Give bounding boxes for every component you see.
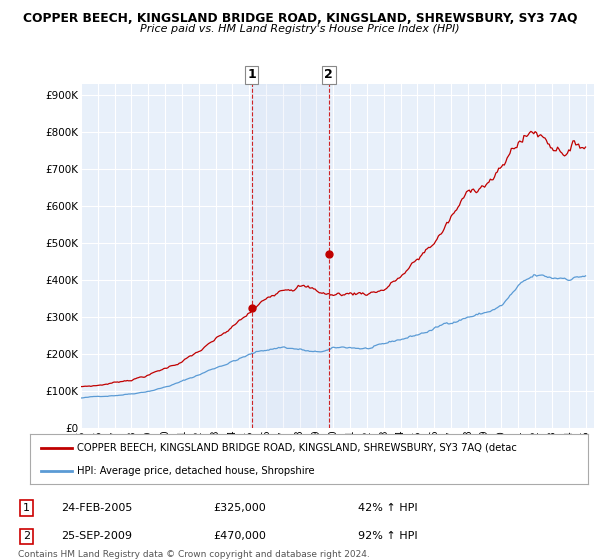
Text: £470,000: £470,000: [214, 531, 266, 542]
Text: 42% ↑ HPI: 42% ↑ HPI: [358, 503, 417, 513]
Text: 1: 1: [23, 503, 30, 513]
Text: 1: 1: [247, 68, 256, 81]
Text: 25-SEP-2009: 25-SEP-2009: [61, 531, 132, 542]
Text: 2: 2: [325, 68, 333, 81]
Text: 24-FEB-2005: 24-FEB-2005: [61, 503, 133, 513]
Text: 2: 2: [23, 531, 30, 542]
Text: HPI: Average price, detached house, Shropshire: HPI: Average price, detached house, Shro…: [77, 466, 315, 476]
Text: COPPER BEECH, KINGSLAND BRIDGE ROAD, KINGSLAND, SHREWSBURY, SY3 7AQ: COPPER BEECH, KINGSLAND BRIDGE ROAD, KIN…: [23, 12, 577, 25]
Bar: [251, 84, 329, 428]
Text: COPPER BEECH, KINGSLAND BRIDGE ROAD, KINGSLAND, SHREWSBURY, SY3 7AQ (detac: COPPER BEECH, KINGSLAND BRIDGE ROAD, KIN…: [77, 442, 517, 452]
Text: Contains HM Land Registry data © Crown copyright and database right 2024.: Contains HM Land Registry data © Crown c…: [18, 550, 370, 559]
Text: 92% ↑ HPI: 92% ↑ HPI: [358, 531, 417, 542]
Text: £325,000: £325,000: [214, 503, 266, 513]
Text: Price paid vs. HM Land Registry's House Price Index (HPI): Price paid vs. HM Land Registry's House …: [140, 24, 460, 34]
